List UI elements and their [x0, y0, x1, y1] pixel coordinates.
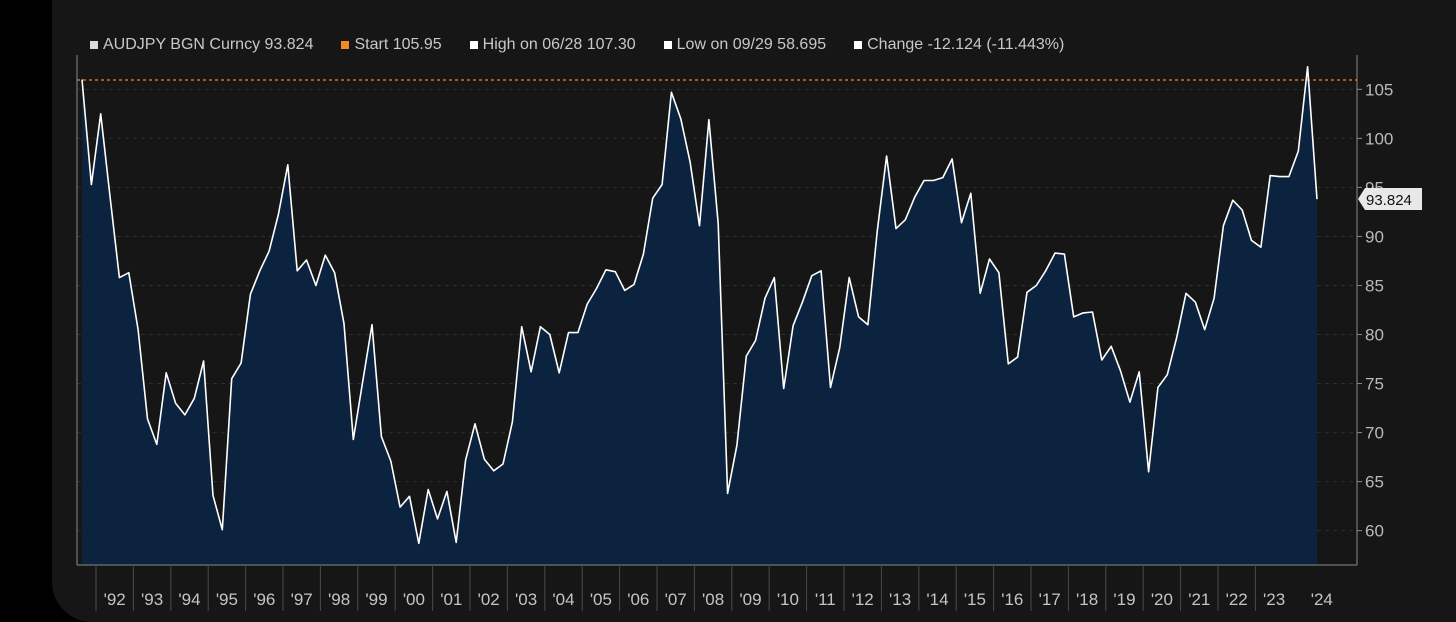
last-value-label-background: [1358, 187, 1422, 210]
high-swatch: [469, 41, 478, 49]
x-tick-label: '21: [1188, 590, 1210, 609]
y-tick-label: 105: [1365, 80, 1393, 99]
legend-low-label: Low on 09/29 58.695: [676, 36, 827, 53]
y-tick-label: 80: [1365, 326, 1384, 345]
last-value-text: 93.824: [1366, 192, 1412, 209]
x-tick-label: '01: [440, 590, 462, 609]
legend-item-series: AUDJPY BGN Curncy 93.824: [90, 36, 313, 54]
legend-item-high: High on 06/28 107.30: [469, 36, 636, 54]
legend-change-label: Change -12.124 (-11.443%): [867, 36, 1065, 53]
x-tick-label: '14: [926, 590, 948, 609]
x-tick-label: '18: [1076, 590, 1098, 609]
x-tick-label: '08: [702, 590, 724, 609]
price-line: [81, 66, 1318, 545]
x-tick-label: '97: [291, 590, 313, 609]
y-tick-label: 100: [1365, 129, 1393, 148]
x-axis-ticks: '92 '93 '94 '95 '96 '97 '98 '99 '00 '01 '02 '03 '04 '…: [95, 565, 1333, 611]
x-tick-label: '04: [552, 590, 574, 609]
legend-series-label: AUDJPY BGN Curncy 93.824: [103, 36, 314, 53]
y-tick-label: 70: [1365, 424, 1384, 443]
legend-high-label: High on 06/28 107.30: [482, 36, 636, 53]
x-tick-label: '09: [739, 590, 761, 609]
y-tick-label: 90: [1365, 227, 1384, 246]
legend-item-start: Start 105.95: [341, 36, 442, 54]
start-swatch: [341, 41, 350, 49]
price-area: [82, 66, 1317, 566]
legend: AUDJPY BGN Curncy 93.824 Start 105.95 Hi…: [90, 34, 1064, 56]
x-tick-label: '92: [104, 590, 126, 609]
legend-item-low: Low on 09/29 58.695: [663, 36, 827, 54]
x-tick-label: '23: [1263, 590, 1285, 609]
x-tick-label: '13: [889, 590, 911, 609]
x-tick-label: '93: [141, 590, 163, 609]
y-tick-label: 60: [1365, 522, 1384, 541]
x-tick-label: '11: [815, 590, 836, 609]
series-swatch: [90, 41, 98, 49]
x-tick-label: '19: [1113, 590, 1135, 609]
x-tick-label: '98: [328, 590, 350, 609]
x-tick-label: '07: [665, 590, 687, 609]
y-tick-label: 65: [1365, 473, 1384, 492]
x-tick-label: '94: [178, 590, 200, 609]
x-tick-label: '00: [403, 590, 425, 609]
y-tick-label: 85: [1365, 276, 1384, 295]
legend-item-change: Change -12.124 (-11.443%): [854, 36, 1064, 54]
x-tick-label: '17: [1039, 590, 1061, 609]
last-value-label: 93.824: [1358, 187, 1422, 210]
x-tick-label: '03: [515, 590, 537, 609]
change-swatch: [854, 41, 863, 49]
x-tick-label: '20: [1151, 590, 1173, 609]
legend-start-label: Start 105.95: [354, 36, 442, 53]
x-tick-label: '99: [365, 590, 387, 609]
low-swatch: [663, 41, 672, 49]
x-tick-label: '10: [777, 590, 799, 609]
x-tick-label: '96: [253, 590, 275, 609]
x-tick-label: '05: [590, 590, 612, 609]
x-tick-label: '06: [627, 590, 649, 609]
y-tick-label: 75: [1365, 375, 1384, 394]
x-tick-label: '12: [852, 590, 874, 609]
x-tick-label: '95: [216, 590, 238, 609]
x-tick-label: '24: [1311, 590, 1333, 609]
x-tick-label: '22: [1226, 590, 1248, 609]
x-tick-label: '16: [1001, 590, 1023, 609]
x-tick-label: '15: [964, 590, 986, 609]
x-tick-label: '02: [478, 590, 500, 609]
